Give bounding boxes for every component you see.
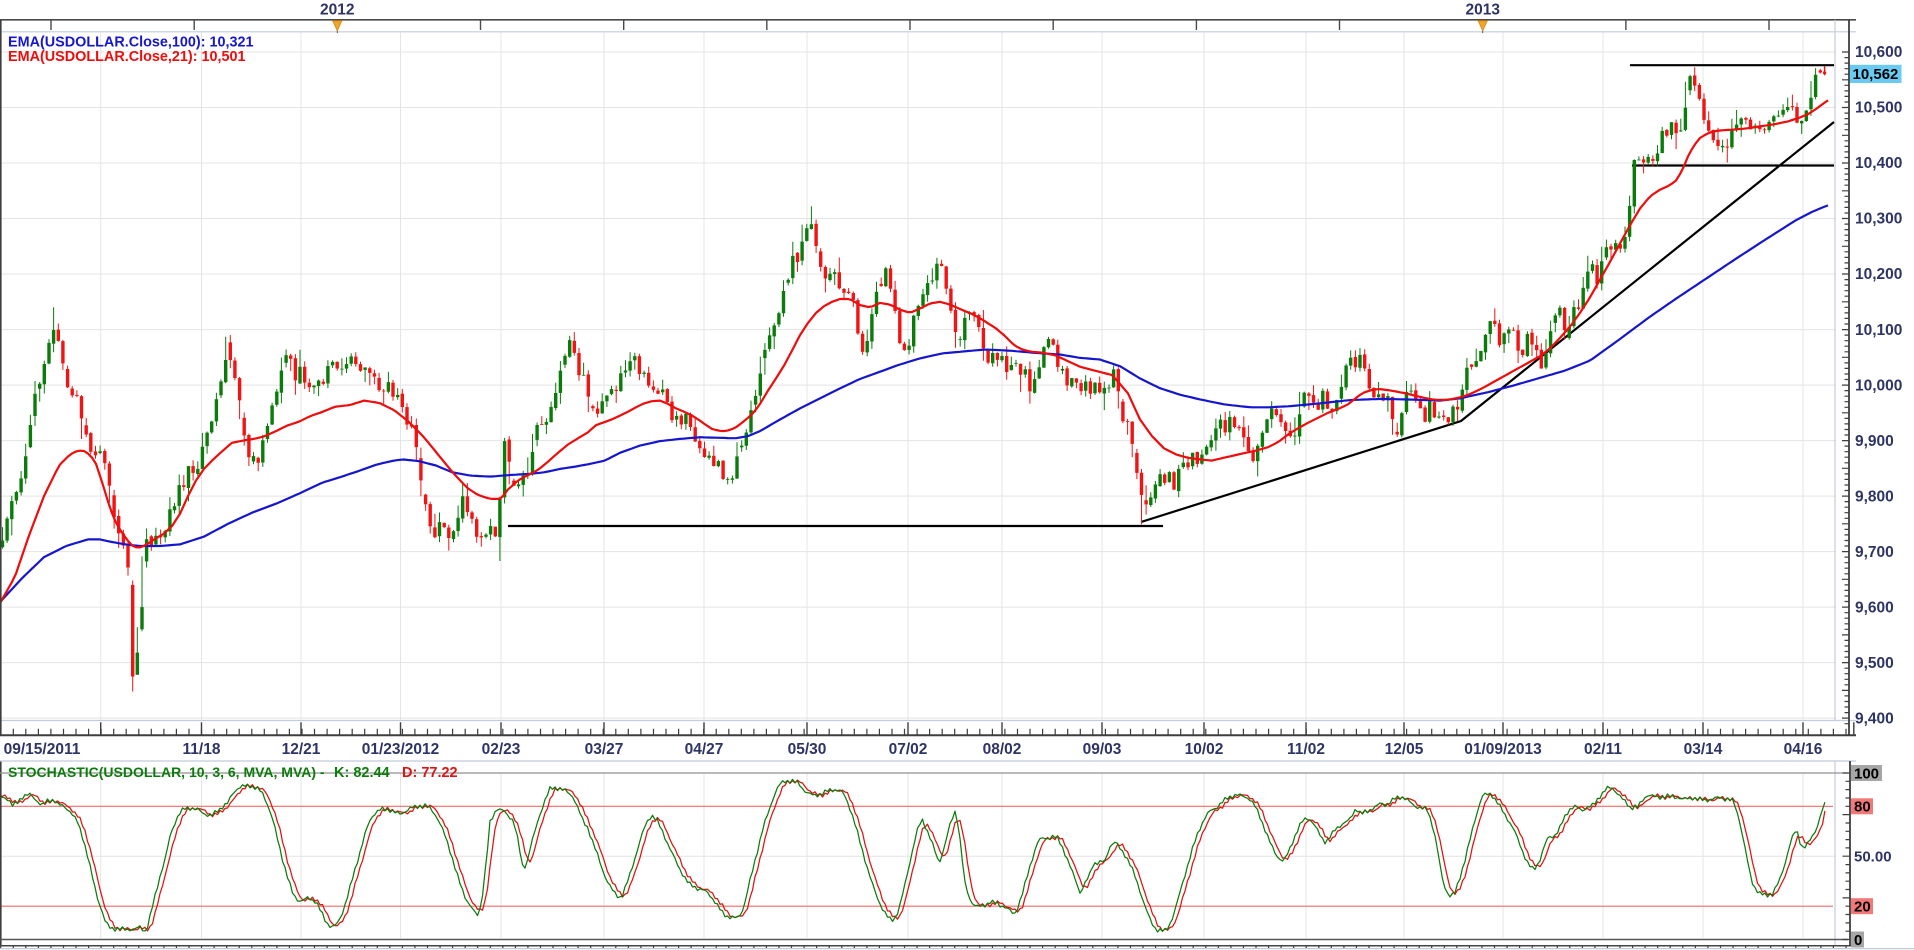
svg-text:2013: 2013 [1465,2,1500,19]
svg-text:9,400: 9,400 [1855,710,1894,727]
svg-text:9,600: 9,600 [1855,599,1894,616]
svg-text:9,900: 9,900 [1855,433,1894,450]
svg-text:10,000: 10,000 [1855,377,1902,394]
svg-text:2012: 2012 [320,2,354,19]
svg-text:K: 82.44: K: 82.44 [334,765,390,781]
svg-text:12/05: 12/05 [1385,741,1424,758]
svg-text:09/03: 09/03 [1083,741,1122,758]
svg-text:02/23: 02/23 [482,741,521,758]
svg-text:9,700: 9,700 [1855,544,1894,561]
svg-text:50.00: 50.00 [1854,849,1892,866]
svg-text:11/02: 11/02 [1287,741,1325,758]
svg-text:EMA(USDOLLAR.Close,100): 10,32: EMA(USDOLLAR.Close,100): 10,321 [8,35,254,51]
svg-text:12/21: 12/21 [282,741,321,758]
svg-text:10/02: 10/02 [1185,741,1224,758]
svg-text:10,200: 10,200 [1855,266,1902,283]
svg-text:100: 100 [1854,765,1879,782]
svg-text:07/02: 07/02 [889,741,928,758]
svg-text:10,300: 10,300 [1855,211,1902,228]
svg-text:09/15/2011: 09/15/2011 [4,741,81,758]
svg-text:05/30: 05/30 [788,741,827,758]
svg-text:04/27: 04/27 [685,741,724,758]
svg-text:20: 20 [1854,899,1871,916]
svg-text:80: 80 [1854,799,1871,816]
svg-text:9,500: 9,500 [1855,655,1894,672]
svg-text:03/27: 03/27 [585,741,624,758]
svg-text:10,100: 10,100 [1855,322,1902,339]
svg-text:0: 0 [1854,932,1862,949]
svg-text:EMA(USDOLLAR.Close,21): 10,501: EMA(USDOLLAR.Close,21): 10,501 [8,49,246,65]
svg-text:01/09/2013: 01/09/2013 [1464,741,1542,758]
svg-text:04/16: 04/16 [1784,741,1823,758]
svg-text:10,500: 10,500 [1855,100,1902,117]
svg-text:10,400: 10,400 [1855,155,1902,172]
svg-text:11/18: 11/18 [183,741,221,758]
svg-text:D: 77.22: D: 77.22 [402,765,458,781]
svg-text:STOCHASTIC(USDOLLAR, 10, 3, 6,: STOCHASTIC(USDOLLAR, 10, 3, 6, MVA, MVA)… [8,764,325,780]
svg-text:10,600: 10,600 [1855,44,1902,61]
svg-text:03/14: 03/14 [1684,741,1723,758]
svg-text:01/23/2012: 01/23/2012 [362,741,440,758]
svg-text:10,562: 10,562 [1853,66,1899,83]
svg-text:08/02: 08/02 [983,741,1022,758]
svg-text:9,800: 9,800 [1855,488,1894,505]
svg-text:02/11: 02/11 [1584,741,1622,758]
